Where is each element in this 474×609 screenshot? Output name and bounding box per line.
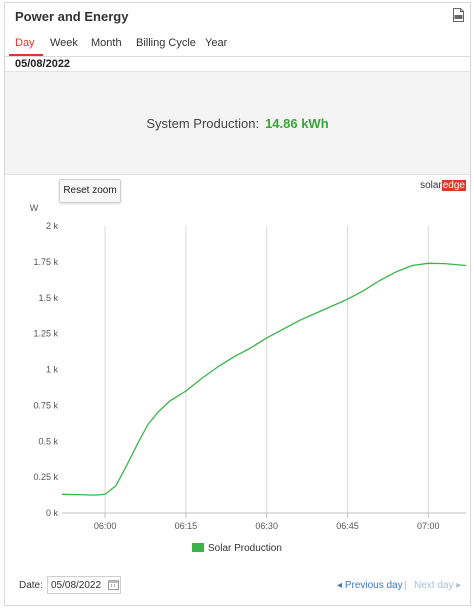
x-tick-label-1: 06:15 — [175, 521, 198, 531]
brand-prefix: solar — [420, 180, 442, 191]
tab-day[interactable]: Day — [15, 37, 35, 49]
reset-zoom-button[interactable]: Reset zoom — [59, 179, 121, 203]
widget-header: Power and Energy — [5, 3, 470, 31]
summary-value: 14.86 kWh — [265, 116, 329, 131]
chart-legend[interactable]: Solar Production — [192, 543, 282, 554]
series-line-0 — [61, 262, 467, 496]
y-tick-label-7: 1.75 k — [33, 257, 58, 267]
selected-date: 05/08/2022 — [15, 58, 71, 70]
previous-day-link[interactable]: ◂ Previous day — [337, 580, 403, 591]
legend-label: Solar Production — [208, 543, 282, 554]
tab-year[interactable]: Year — [205, 37, 228, 49]
y-tick-label-1: 0.25 k — [33, 472, 58, 482]
solaredge-logo: solaredge — [420, 180, 466, 191]
tab-week[interactable]: Week — [50, 37, 78, 49]
x-tick-label-0: 06:00 — [94, 521, 117, 531]
widget-title: Power and Energy — [15, 9, 129, 24]
summary-line: System Production: 14.86 kWh — [5, 116, 470, 131]
x-tick-label-3: 06:45 — [336, 521, 359, 531]
x-tick-label-2: 06:30 — [255, 521, 278, 531]
period-tabs: Day Week Month Billing Cycle Year — [5, 34, 470, 57]
previous-day-label: Previous day — [344, 580, 403, 591]
x-tick-label-4: 07:00 — [417, 521, 440, 531]
y-tick-label-4: 1 k — [46, 365, 59, 375]
tab-billing-cycle[interactable]: Billing Cycle — [136, 37, 196, 49]
y-tick-label-2: 0.5 k — [38, 436, 58, 446]
csv-file-icon[interactable] — [453, 8, 464, 22]
nav-separator: | — [404, 580, 407, 591]
next-day-link[interactable]: Next day ▸ — [414, 580, 462, 591]
tab-month[interactable]: Month — [91, 37, 122, 49]
y-tick-label-3: 0.75 k — [33, 400, 58, 410]
power-energy-widget: Power and Energy Day Week Month Billing … — [4, 2, 471, 606]
y-tick-label-0: 0 k — [46, 508, 59, 518]
active-tab-indicator — [9, 54, 43, 56]
y-tick-label-6: 1.5 k — [38, 293, 58, 303]
calendar-icon[interactable] — [108, 579, 119, 590]
legend-swatch — [192, 543, 204, 552]
production-chart: 06:00 06:15 06:30 06:45 07:00 0 k 0.25 k 0.5 k 0… — [30, 203, 467, 531]
y-tick-label-5: 1.25 k — [33, 329, 58, 339]
brand-suffix: edge — [441, 180, 466, 191]
date-navigation: Date: ◂ Previous day | Next day ▸ — [0, 572, 474, 600]
summary-label: System Production: — [146, 116, 260, 131]
y-tick-label-8: 2 k — [46, 221, 59, 231]
date-field-label: Date: — [19, 580, 43, 591]
date-input[interactable] — [47, 576, 121, 594]
y-axis-label: W — [30, 203, 39, 213]
production-summary: System Production: 14.86 kWh — [5, 71, 470, 175]
next-day-label: Next day — [414, 580, 454, 591]
